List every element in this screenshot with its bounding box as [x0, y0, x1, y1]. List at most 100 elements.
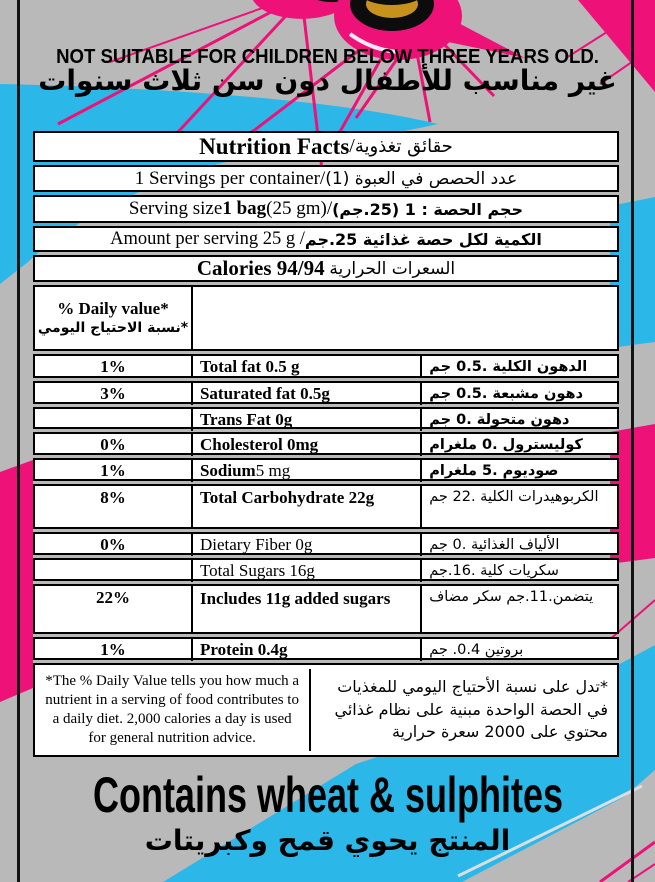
splash-leg-2	[176, 4, 297, 134]
row-total-fat: 1% Total fat 0.5 g الدهون الكلية .0.5 جم	[33, 354, 619, 378]
row-sodium: 1% Sodium 5 mg صوديوم .5 ملغرام	[33, 458, 619, 482]
nutrient-en: Sodium	[199, 461, 256, 480]
nutrient-ar-cell: كوليسترول .0 ملغرام	[420, 434, 617, 456]
pink-line-bottom-right-1	[599, 840, 655, 882]
nutrient-en-cell: Saturated fat 0.5g	[190, 383, 420, 405]
pink-band-left	[0, 460, 33, 702]
dv-cell: 1%	[100, 461, 126, 480]
nutrient-en-cell: Sodium 5 mg	[190, 460, 420, 482]
nutrient-ar-cell: بروتين 0.4. جم	[420, 639, 617, 661]
serving-size-en-bold: 1 bag	[222, 198, 267, 219]
daily-value-header-cell: % Daily value* *نسبة الاحتياج اليومي	[35, 287, 191, 349]
row-trans-fat: Trans Fat 0g دهون متحولة .0 جم	[33, 407, 619, 431]
row-total-carbohydrate: 8% Total Carbohydrate 22g الكربوهيدرات ا…	[33, 484, 619, 529]
servings-row: 1 Servings per container/ عدد الحصص في ا…	[33, 165, 619, 192]
creature-leg-1	[251, 40, 371, 134]
cyan-stripe-bottom	[163, 645, 655, 882]
amount-en: Amount per serving 25 g /	[110, 228, 305, 249]
nutrient-en-cell: Trans Fat 0g	[190, 409, 420, 431]
dv-cell: 3%	[100, 384, 126, 403]
nutrient-ar-cell: صوديوم .5 ملغرام	[420, 460, 617, 482]
daily-value-header-ar: *نسبة الاحتياج اليومي	[37, 319, 189, 336]
footnote-en: *The % Daily Value tells you how much a …	[35, 669, 312, 751]
creature-highlight	[348, 32, 399, 54]
nutrient-ar-cell: دهون مشبعة .0.5 جم	[420, 383, 617, 405]
nutrient-en-cell: Cholesterol 0mg	[190, 434, 420, 456]
nutrient-ar-cell: يتضمن.11.جم سكر مضاف	[420, 586, 617, 632]
row-protein: 1% Protein 0.4g بروتين 0.4. جم	[33, 637, 619, 661]
allergen-statement-en: Contains wheat & sulphites	[92, 767, 563, 823]
nutrient-en-cell: Total Carbohydrate 22g	[190, 486, 420, 527]
serving-size-row: Serving size 1 bag (25 gm)/ حجم الحصة : 1…	[33, 195, 619, 223]
nutrient-en2: Total Sugars 16g	[199, 561, 315, 580]
nutrient-en: Cholesterol 0mg	[199, 435, 319, 454]
nutrient-en-cell: Includes 11g added sugars	[190, 586, 420, 632]
allergen-statement-ar: المنتج يحوي قمح وكبريتات	[144, 824, 511, 857]
dv-cell	[35, 409, 191, 431]
pink-corner-top-right	[578, 0, 655, 92]
creature-eye-lid	[366, 0, 418, 5]
daily-value-header-empty-cell	[190, 287, 617, 349]
dv-cell: 22%	[95, 588, 130, 607]
dv-cell: 0%	[100, 435, 126, 454]
calories-ar: السعرات الحرارية	[329, 258, 456, 279]
crease-line-right	[631, 0, 634, 882]
pink-line-top-right-1	[565, 5, 649, 59]
servings-ar: عدد الحصص في العبوة (1)	[325, 168, 518, 189]
row-total-sugars: Total Sugars 16g سكريات كلية .16.جم	[33, 558, 619, 582]
nutrient-en: Total Carbohydrate 22g	[199, 488, 375, 507]
calories-row: Calories 94/94 السعرات الحرارية	[33, 255, 619, 282]
pink-line-top-right-2	[599, 45, 655, 85]
nutrition-facts-panel: Nutrition Facts / حقائق تغذوية 1 Serving…	[33, 131, 619, 757]
serving-size-ar: حجم الحصة : 1 (25.جم)	[332, 199, 524, 219]
crease-line-left	[17, 0, 20, 882]
nutrient-ar-cell: سكريات كلية .16.جم	[420, 560, 617, 582]
dv-cell	[35, 560, 191, 582]
splash-leg-1	[57, 0, 291, 126]
panel-title-ar: حقائق تغذوية	[354, 136, 453, 157]
nutrient-en-cell: Protein 0.4g	[190, 639, 420, 661]
nutrient-en2: 5 mg	[255, 461, 291, 480]
creature-leg-3	[354, 51, 404, 119]
nutrient-ar-cell: الألياف الغذائية .0 جم	[420, 534, 617, 556]
nutrient-en-cell: Total Sugars 16g	[190, 560, 420, 582]
amount-per-serving-row: Amount per serving 25 g / الكمية لكل حصة…	[33, 226, 619, 252]
creature-wing	[430, 8, 525, 58]
panel-title-row: Nutrition Facts / حقائق تغذوية	[33, 131, 619, 162]
dv-cell: 0%	[100, 535, 126, 554]
footnote-row: *The % Daily Value tells you how much a …	[33, 663, 619, 757]
servings-en: 1 Servings per container/	[134, 167, 326, 189]
calories-en: Calories 94/94	[196, 256, 325, 280]
serving-size-en: Serving size	[128, 198, 223, 219]
creature-leg-4	[414, 47, 432, 123]
creature-eye-gold	[366, 0, 418, 18]
daily-value-header-en: % Daily value*	[57, 299, 169, 319]
creature-leg-5	[438, 38, 496, 98]
panel-title-en: Nutrition Facts	[199, 133, 350, 159]
dv-cell: 1%	[100, 640, 126, 659]
dv-cell: 8%	[100, 488, 126, 507]
nutrient-en: Includes 11g added sugars	[199, 589, 391, 608]
row-added-sugars: 22% Includes 11g added sugars يتضمن.11.ج…	[33, 584, 619, 634]
footnote-ar: *تدل على نسبة الأحتياج اليومي للمغذيات ف…	[334, 677, 608, 742]
nutrient-en: Trans Fat 0g	[199, 410, 293, 429]
nutrient-en-cell: Total fat 0.5 g	[190, 356, 420, 378]
row-cholesterol: 0% Cholesterol 0mg كوليسترول .0 ملغرام	[33, 432, 619, 456]
nutrient-en2: Dietary Fiber 0g	[199, 535, 313, 554]
dv-cell: 1%	[100, 357, 126, 376]
nutrient-en: Protein 0.4g	[199, 640, 288, 659]
amount-ar: الكمية لكل حصة غذائية 25.جم	[304, 229, 542, 249]
nutrient-en-cell: Dietary Fiber 0g	[190, 534, 420, 556]
age-warning-en: NOT SUITABLE FOR CHILDREN BELOW THREE YE…	[56, 46, 599, 68]
daily-value-header-row: % Daily value* *نسبة الاحتياج اليومي	[33, 285, 619, 351]
splash-leg-4	[109, 0, 286, 63]
age-warning-ar: غير مناسب للأطفال دون سن ثلاث سنوات	[38, 64, 617, 97]
nutrient-en: Saturated fat 0.5g	[199, 384, 330, 403]
row-dietary-fiber: 0% Dietary Fiber 0g الألياف الغذائية .0 …	[33, 532, 619, 556]
nutrient-ar-cell: الدهون الكلية .0.5 جم	[420, 356, 617, 378]
row-saturated-fat: 3% Saturated fat 0.5g دهون مشبعة .0.5 جم	[33, 381, 619, 405]
nutrient-en: Total fat 0.5 g	[199, 357, 300, 376]
serving-size-en-rest: (25 gm)/	[266, 198, 333, 219]
white-accent-line	[457, 784, 643, 878]
